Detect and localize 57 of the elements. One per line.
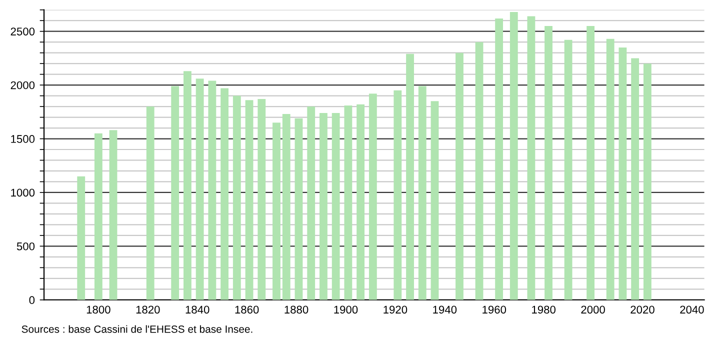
x-tick-label: 2020 bbox=[630, 306, 654, 314]
bar bbox=[456, 52, 464, 300]
bar bbox=[258, 99, 266, 300]
bar bbox=[208, 80, 216, 300]
bar bbox=[544, 26, 552, 300]
x-tick-label: 1860 bbox=[235, 306, 259, 314]
x-tick-label: 1880 bbox=[284, 306, 308, 314]
x-tick-label: 1840 bbox=[186, 306, 210, 314]
bar bbox=[406, 54, 414, 300]
bar bbox=[77, 176, 86, 300]
x-tick-label: 1820 bbox=[136, 306, 160, 314]
x-tick-label: 1900 bbox=[334, 306, 358, 314]
bar bbox=[109, 130, 118, 300]
bar bbox=[146, 106, 154, 300]
bar bbox=[418, 86, 426, 300]
bar bbox=[294, 118, 303, 300]
x-tick-label: 1960 bbox=[482, 306, 506, 314]
bar bbox=[356, 104, 365, 300]
y-tick-label: 1500 bbox=[11, 135, 35, 143]
bar bbox=[184, 71, 192, 300]
x-tick-label: 2000 bbox=[581, 306, 605, 314]
x-tick-label: 2040 bbox=[680, 306, 704, 314]
source-note: Sources : base Cassini de l'EHESS et base Insee. bbox=[22, 325, 252, 333]
y-tick-label: 2500 bbox=[10, 28, 35, 36]
bar bbox=[631, 58, 640, 300]
y-tick-label: 500 bbox=[16, 242, 35, 250]
bar bbox=[368, 94, 377, 300]
bar bbox=[282, 114, 290, 300]
bar bbox=[394, 90, 402, 300]
bar bbox=[220, 88, 229, 300]
bar bbox=[618, 47, 627, 300]
bar bbox=[232, 96, 241, 300]
y-tick-label: 2000 bbox=[10, 81, 35, 90]
bar bbox=[94, 133, 102, 300]
bar bbox=[510, 12, 518, 300]
bar bbox=[272, 122, 280, 300]
bar bbox=[307, 106, 316, 300]
bar bbox=[527, 16, 536, 300]
bar bbox=[320, 112, 328, 300]
bar bbox=[196, 78, 204, 300]
bar bbox=[586, 26, 595, 300]
bar bbox=[430, 101, 439, 300]
bar bbox=[332, 112, 340, 300]
x-tick-label: 1920 bbox=[384, 306, 408, 314]
x-tick-label: 1800 bbox=[86, 306, 110, 314]
bar bbox=[643, 64, 652, 300]
bar bbox=[171, 86, 180, 300]
bar bbox=[564, 40, 572, 300]
bar bbox=[495, 18, 504, 300]
bar bbox=[245, 100, 254, 300]
x-tick-label: 1940 bbox=[433, 306, 457, 314]
bar bbox=[344, 105, 352, 300]
bar bbox=[606, 38, 614, 300]
bar bbox=[475, 42, 484, 300]
y-tick-label: 1000 bbox=[11, 188, 35, 197]
y-tick-label: 0 bbox=[29, 296, 35, 304]
x-tick-label: 1980 bbox=[532, 306, 556, 314]
